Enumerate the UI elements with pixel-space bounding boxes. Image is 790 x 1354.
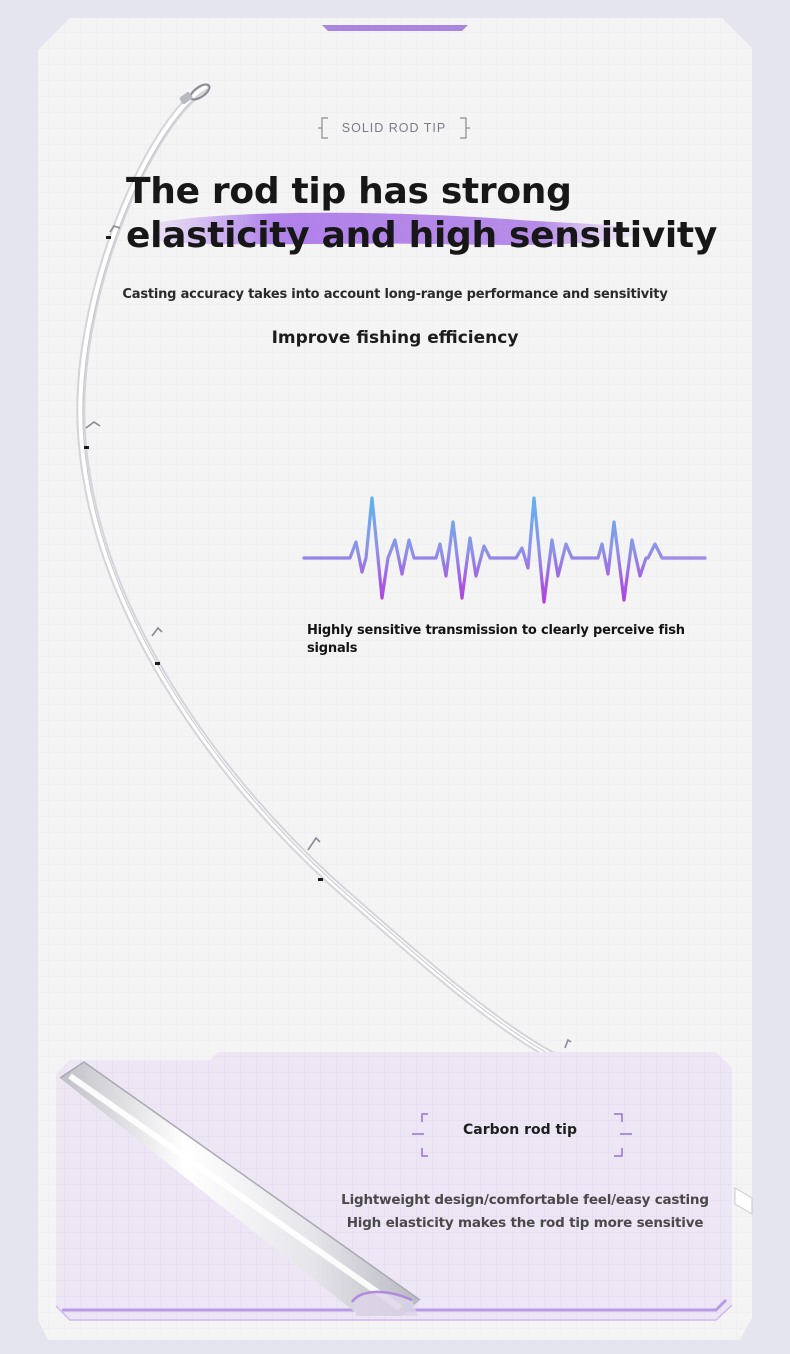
feature-description: Highly sensitive transmission to clearly… bbox=[307, 623, 685, 656]
headline-line-1: The rod tip has strong bbox=[126, 171, 572, 212]
card-description-1: Lightweight design/comfortable feel/easy… bbox=[341, 1192, 709, 1208]
subtitle: Casting accuracy takes into account long… bbox=[122, 287, 668, 302]
headline-line-2: elasticity and high sensitivity bbox=[126, 215, 718, 256]
carbon-rod-image bbox=[59, 1061, 421, 1316]
title-bracket-icon bbox=[412, 1113, 632, 1157]
signal-waveform-icon bbox=[302, 496, 707, 604]
rod-tip-guide-icon bbox=[179, 83, 211, 104]
card-title: Carbon rod tip bbox=[462, 1122, 578, 1138]
section-label: SOLID ROD TIP bbox=[341, 121, 447, 135]
tagline: Improve fishing efficiency bbox=[271, 328, 519, 348]
card-description-2: High elasticity makes the rod tip more s… bbox=[346, 1215, 704, 1231]
label-bracket-icon bbox=[318, 117, 470, 139]
page-headline: The rod tip has strong elasticity and hi… bbox=[126, 170, 726, 258]
